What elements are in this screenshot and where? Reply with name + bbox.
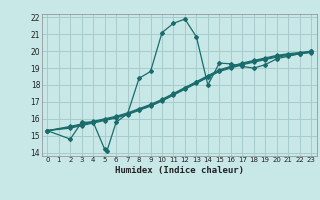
- X-axis label: Humidex (Indice chaleur): Humidex (Indice chaleur): [115, 166, 244, 175]
